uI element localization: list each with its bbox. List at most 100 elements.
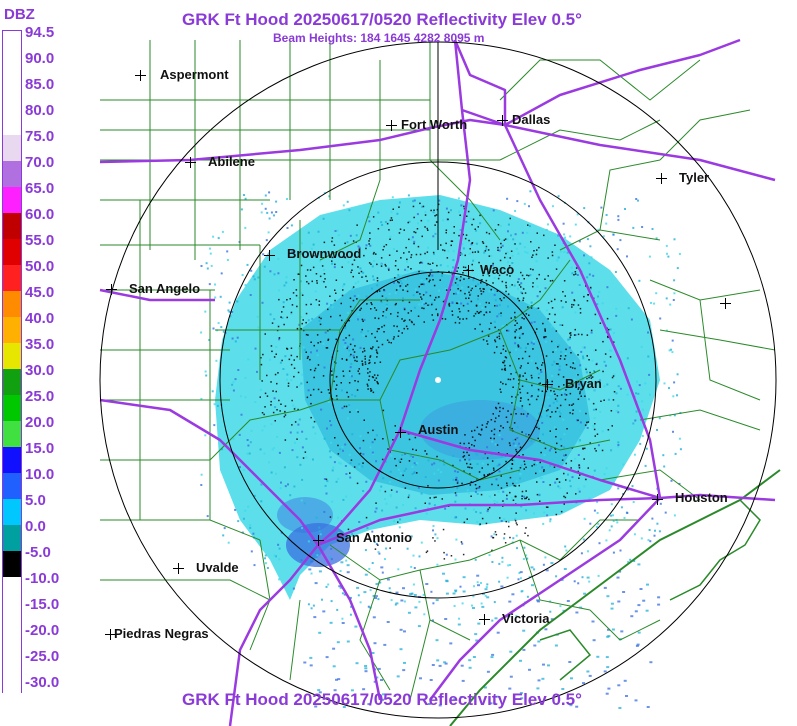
city-marker: [479, 614, 490, 625]
legend-tick-label: 30.0: [25, 362, 55, 379]
city-marker: [264, 250, 275, 261]
legend-tick-label: 0.0: [25, 518, 46, 535]
legend-tick-label: 60.0: [25, 206, 55, 223]
legend-tick-label: -25.0: [25, 648, 60, 665]
legend-tick-label: 65.0: [25, 180, 55, 197]
legend-tick-label: 10.0: [25, 466, 55, 483]
city-label: Austin: [418, 422, 459, 437]
city-marker: [135, 70, 146, 81]
legend-swatch: [3, 213, 21, 239]
legend-swatch: [3, 265, 21, 291]
city-label: Aspermont: [160, 67, 229, 82]
city-marker: [105, 629, 116, 640]
product-title-footer: GRK Ft Hood 20250617/0520 Reflectivity E…: [182, 690, 582, 709]
legend-tick-label: -15.0: [25, 596, 60, 613]
legend-tick-label: 25.0: [25, 388, 55, 405]
product-title: GRK Ft Hood 20250617/0520 Reflectivity E…: [182, 10, 582, 29]
legend-swatch: [3, 655, 21, 681]
legend-tick-label: 94.5: [25, 24, 55, 41]
legend-tick-label: 40.0: [25, 310, 55, 327]
city-marker: [313, 535, 324, 546]
legend-swatch: [3, 499, 21, 525]
coastline: [449, 469, 781, 726]
county-boundaries: [100, 40, 776, 701]
echo-noise: [259, 202, 616, 560]
legend-tick-label: 45.0: [25, 284, 55, 301]
legend-tick-label: 20.0: [25, 414, 55, 431]
gulf-coast: [449, 469, 781, 726]
legend-unit-label: DBZ: [4, 6, 35, 23]
city-label: Dallas: [512, 112, 551, 127]
legend-tick-label: 35.0: [25, 336, 55, 353]
city-label: Piedras Negras: [114, 626, 209, 641]
legend-swatch: [3, 421, 21, 447]
city-marker: [386, 120, 397, 131]
city-marker: [542, 379, 553, 390]
legend-swatch: [3, 57, 21, 83]
echo-speckle: [200, 190, 682, 709]
color-scale-legend: [2, 30, 22, 707]
city-marker: [185, 157, 196, 168]
city-label: Brownwood: [287, 246, 362, 261]
legend-tick-label: -30.0: [25, 674, 60, 691]
city-label: Tyler: [679, 170, 710, 185]
range-rings: [99, 40, 777, 719]
legend-tick-label: 50.0: [25, 258, 55, 275]
legend-tick-label: 85.0: [25, 76, 55, 93]
city-marker: [173, 563, 184, 574]
range-ring: [329, 271, 547, 489]
city-label: Bryan: [565, 376, 602, 391]
legend-swatch: [3, 187, 21, 213]
city-label: Uvalde: [196, 560, 239, 575]
legend-swatch: [3, 109, 21, 135]
legend-tick-label: 70.0: [25, 154, 55, 171]
legend-tick-label: -20.0: [25, 622, 60, 639]
legend-swatch: [3, 525, 21, 551]
legend-swatch: [3, 83, 21, 109]
city-marker: [395, 427, 406, 438]
legend-swatch: [3, 343, 21, 369]
legend-swatch: [3, 681, 21, 707]
legend-swatch: [3, 473, 21, 499]
city-label: Fort Worth: [401, 117, 468, 132]
legend-tick-label: 55.0: [25, 232, 55, 249]
legend-swatch: [3, 603, 21, 629]
city-marker: [497, 115, 508, 126]
legend-swatch: [3, 395, 21, 421]
reflectivity-echoes: [200, 190, 682, 709]
legend-tick-label: 15.0: [25, 440, 55, 457]
city-marker: [106, 284, 117, 295]
legend-swatch: [3, 369, 21, 395]
city-label: San Antonio: [336, 530, 413, 545]
highways: [99, 38, 776, 726]
city-label: San Angelo: [129, 281, 201, 296]
city-label: Houston: [675, 490, 728, 505]
beam-heights: Beam Heights: 184 1645 4282 8095 m: [273, 31, 485, 45]
city-label: Waco: [480, 262, 515, 277]
legend-tick-label: -10.0: [25, 570, 60, 587]
legend-swatch: [3, 577, 21, 603]
legend-tick-label: 5.0: [25, 492, 46, 509]
legend-swatch: [3, 447, 21, 473]
echo-blue-patch: [277, 497, 333, 533]
city-label: Victoria: [502, 611, 550, 626]
legend-swatch: [3, 629, 21, 655]
city-marker: [656, 173, 667, 184]
city-marker: [652, 494, 663, 505]
legend-swatch: [3, 161, 21, 187]
city-label: Abilene: [208, 154, 255, 169]
radar-site: [435, 377, 441, 383]
legend-tick-label: 90.0: [25, 50, 55, 67]
legend-swatch: [3, 291, 21, 317]
legend-tick-label: 75.0: [25, 128, 55, 145]
legend-swatch: [3, 31, 21, 57]
legend-swatch: [3, 135, 21, 161]
legend-tick-label: -5.0: [25, 544, 51, 561]
legend-swatch: [3, 317, 21, 343]
city-marker: [720, 298, 731, 309]
city-marker: [463, 265, 474, 276]
legend-swatch: [3, 239, 21, 265]
legend-swatch: [3, 551, 21, 577]
